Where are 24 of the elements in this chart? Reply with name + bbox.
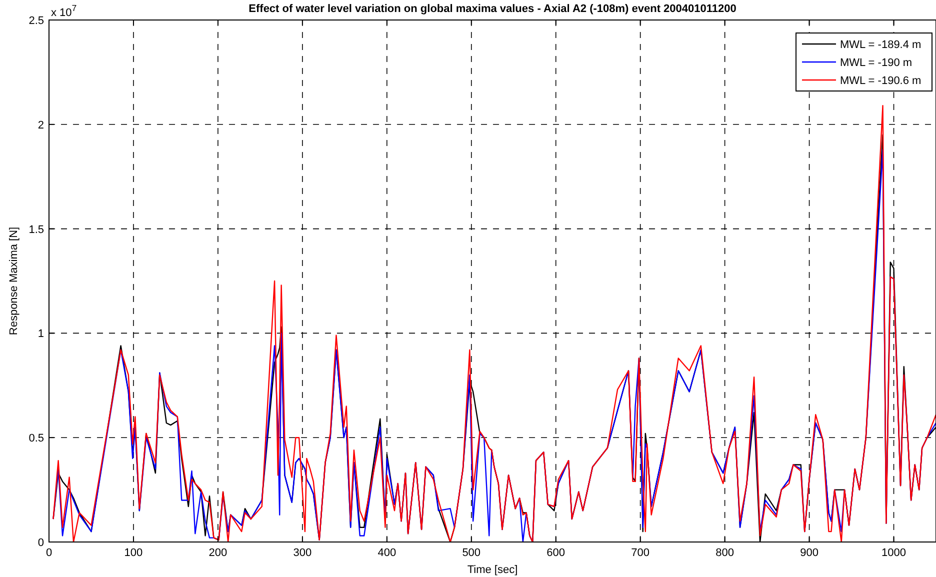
- y-tick-label: 1: [38, 328, 44, 340]
- x-tick-label: 100: [124, 547, 143, 559]
- legend-label: MWL = -190 m: [840, 57, 912, 69]
- x-tick-label: 700: [631, 547, 650, 559]
- x-tick-label: 0: [46, 547, 52, 559]
- y-tick-label: 1.5: [28, 224, 44, 236]
- x-tick-label: 500: [462, 547, 481, 559]
- legend-label: MWL = -189.4 m: [840, 39, 922, 51]
- x-tick-label: 300: [293, 547, 312, 559]
- x-tick-label: 800: [716, 547, 734, 559]
- y-tick-label: 0.5: [28, 432, 44, 445]
- y-tick-label: 2: [38, 119, 44, 132]
- text: x 10$^{7}$: [51, 3, 77, 19]
- y-axis-title: Response Maxima [N]: [8, 226, 20, 336]
- x-tick-label: 1000: [882, 547, 906, 559]
- x-tick-label: 600: [546, 547, 566, 559]
- x-tick-label: 200: [208, 547, 228, 559]
- y-tick-label: 0: [38, 537, 44, 549]
- chart-title: Effect of water level variation on global maxima values - Axial A2 (-108m) event 200401011200: [248, 3, 736, 15]
- x-tick-label: 900: [800, 547, 818, 559]
- legend-label: MWL = -190.6 m: [840, 75, 922, 87]
- x-axis-title: Time [sec]: [467, 564, 518, 576]
- y-tick-label: 2.5: [28, 15, 44, 27]
- x-tick-label: 400: [378, 547, 396, 559]
